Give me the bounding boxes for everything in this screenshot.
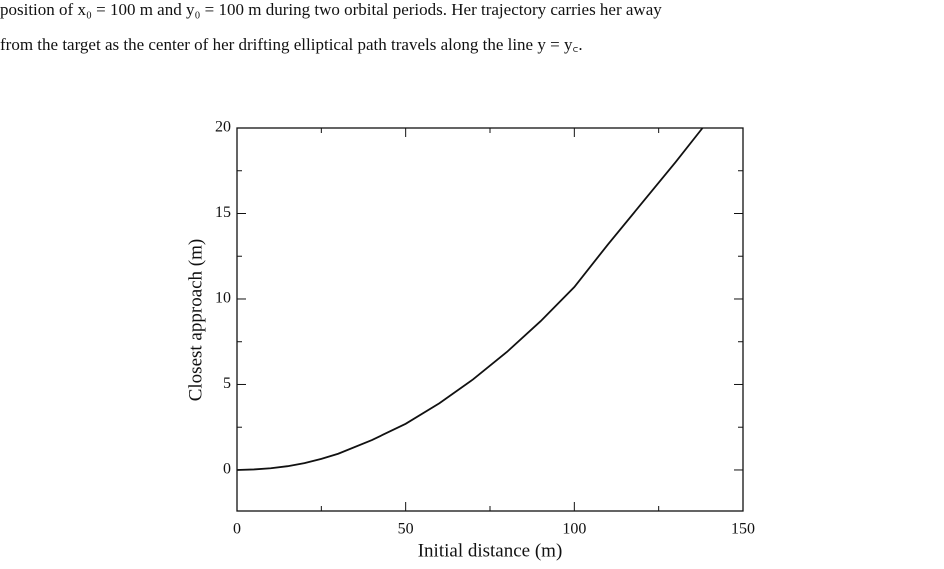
plot-frame [236, 127, 744, 512]
x-tick-label: 0 [233, 521, 241, 538]
y-axis-label: Closest approach (m) [185, 239, 206, 402]
data-line [236, 127, 704, 471]
x-tick-label: 100 [562, 521, 586, 538]
text-line: position of x₀ = 100 m and y₀ = 100 m du… [0, 0, 662, 19]
y-tick-label: 0 [223, 461, 231, 478]
y-tick-label: 10 [215, 290, 231, 307]
y-tick-label: 20 [215, 119, 231, 136]
x-tick-label: 150 [731, 521, 755, 538]
y-tick-label: 5 [223, 375, 231, 392]
x-tick-label: 50 [398, 521, 414, 538]
y-tick-label: 15 [215, 204, 231, 221]
x-axis-label: Initial distance (m) [418, 540, 563, 561]
text-line: from the target as the center of her dri… [0, 35, 583, 54]
